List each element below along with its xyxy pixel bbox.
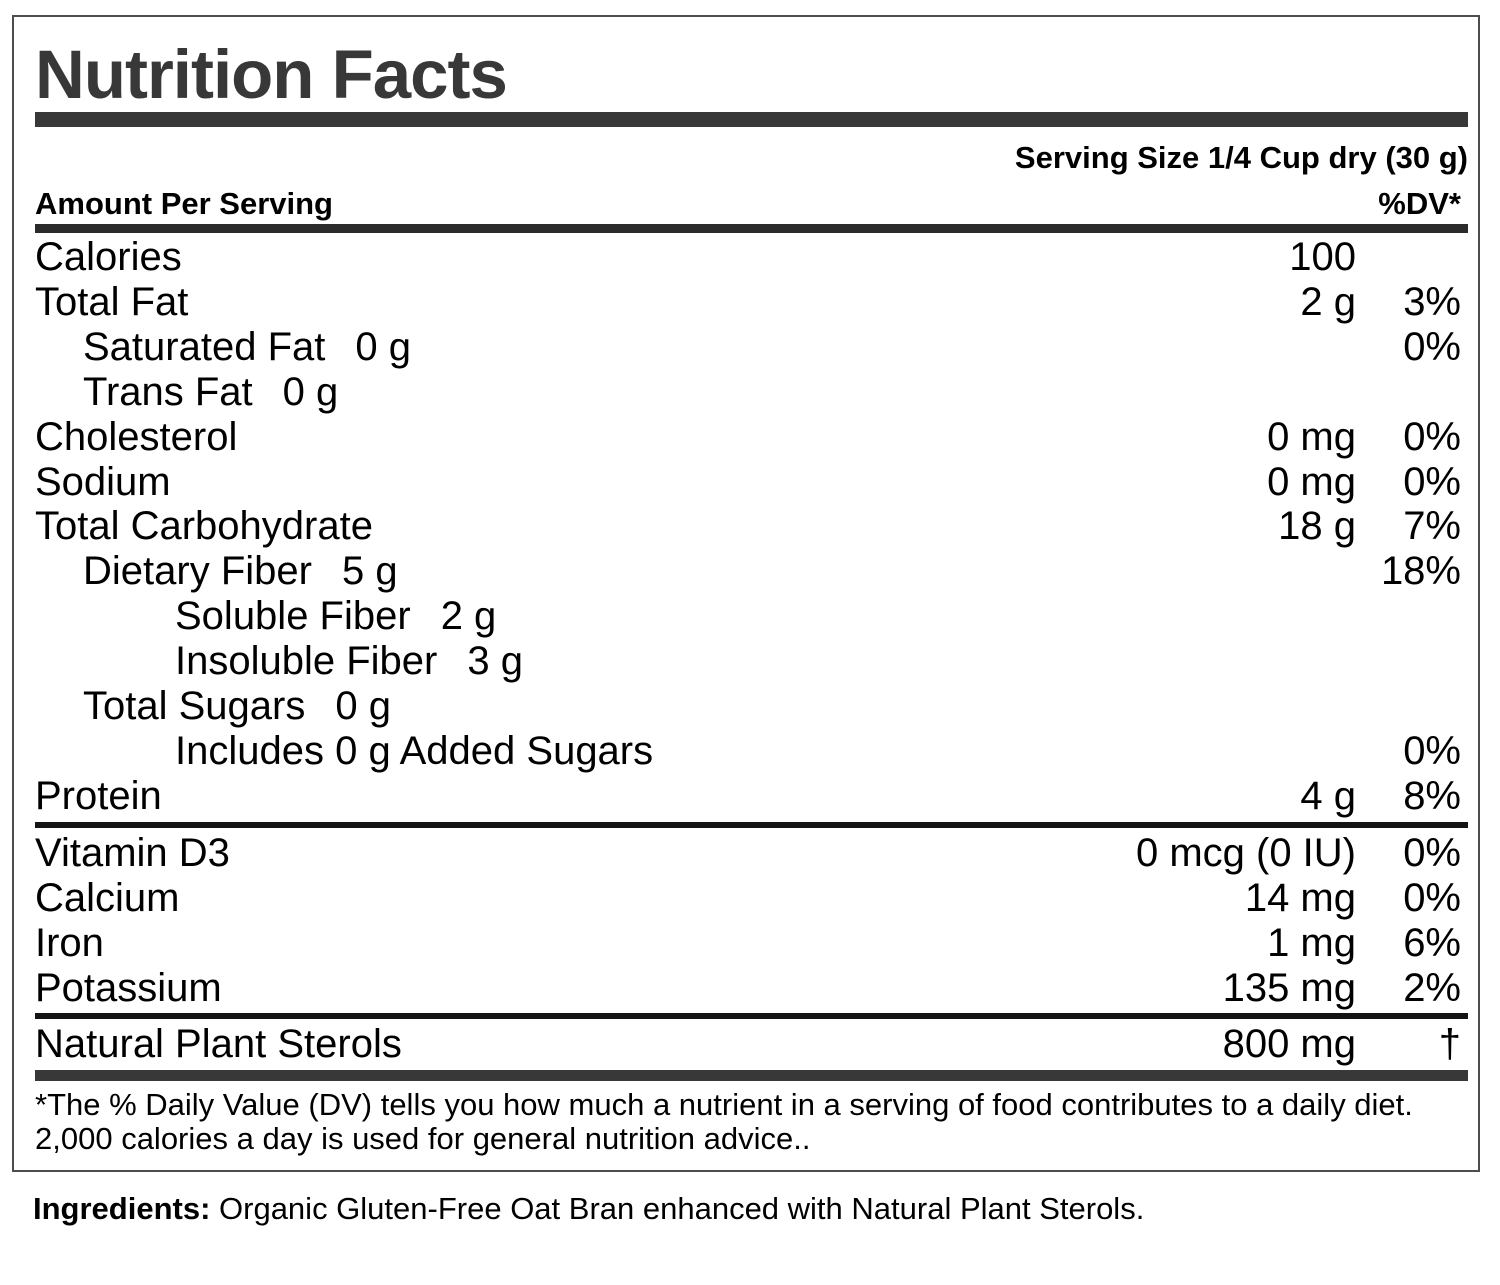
row-total-sugars: Total Sugars 0 g xyxy=(35,684,1468,729)
nutrient-rows: Calories 100 Total Fat 2 g 3% Saturated … xyxy=(35,235,1468,819)
nutrition-facts-label: Nutrition Facts Serving Size 1/4 Cup dry… xyxy=(12,15,1480,1172)
nutrient-name: Calcium xyxy=(35,875,180,920)
footnote-divider-bar xyxy=(35,1070,1468,1082)
nutrient-inline-amount: 0 g xyxy=(282,369,339,414)
row-protein: Protein 4 g 8% xyxy=(35,774,1468,819)
row-plant-sterols: Natural Plant Sterols 800 mg † xyxy=(35,1022,1468,1067)
nutrient-inline-amount: 0 g xyxy=(335,684,391,729)
column-header-row: Amount Per Serving %DV* xyxy=(35,187,1468,221)
nutrient-name: Trans Fat xyxy=(83,369,253,414)
row-sodium: Sodium 0 mg 0% xyxy=(35,460,1468,505)
nutrient-dv: 6% xyxy=(1403,920,1461,965)
nutrient-dv: 18% xyxy=(1380,549,1461,594)
nutrient-amount: 0 mg xyxy=(1267,414,1356,459)
nutrient-amount: 18 g xyxy=(1278,504,1356,549)
nutrient-name: Total Fat xyxy=(35,279,189,324)
serving-size-line: Serving Size 1/4 Cup dry (30 g) xyxy=(1014,140,1468,175)
nutrient-name: Total Carbohydrate xyxy=(35,504,373,549)
nutrient-name: Total Sugars xyxy=(83,684,306,729)
nutrient-name: Protein xyxy=(35,773,162,818)
nutrient-dv: 2% xyxy=(1403,965,1461,1010)
row-potassium: Potassium 135 mg 2% xyxy=(35,966,1468,1011)
nutrient-name: Insoluble Fiber xyxy=(175,639,438,684)
header-divider-bar xyxy=(35,224,1468,233)
amount-per-serving-header: Amount Per Serving xyxy=(35,186,333,221)
row-cholesterol: Cholesterol 0 mg 0% xyxy=(35,415,1468,460)
nutrient-name: Iron xyxy=(35,920,104,965)
nutrient-inline-amount: 3 g xyxy=(467,639,523,684)
nutrient-name: Calories xyxy=(35,235,182,279)
nutrient-amount: 0 mg xyxy=(1267,459,1356,504)
nutrient-amount: 14 mg xyxy=(1244,875,1356,920)
nutrient-dv: 8% xyxy=(1403,773,1461,818)
label-title: Nutrition Facts xyxy=(35,36,508,113)
nutrient-name: Soluble Fiber xyxy=(175,594,411,639)
nutrient-amount: 0 mcg (0 IU) xyxy=(1135,830,1356,875)
row-soluble-fiber: Soluble Fiber 2 g xyxy=(35,594,1468,639)
row-calcium: Calcium 14 mg 0% xyxy=(35,876,1468,921)
row-saturated-fat: Saturated Fat 0 g 0% xyxy=(35,325,1468,370)
nutrient-amount: 100 xyxy=(1289,235,1356,279)
daily-value-footnote: *The % Daily Value (DV) tells you how mu… xyxy=(35,1087,1413,1156)
nutrient-name: Cholesterol xyxy=(35,414,238,459)
nutrient-inline-amount: 5 g xyxy=(341,549,398,594)
nutrient-name: Vitamin D3 xyxy=(35,830,230,875)
nutrient-name: Saturated Fat xyxy=(83,324,326,369)
potassium-divider-bar xyxy=(35,1013,1468,1020)
row-vitamin-d3: Vitamin D3 0 mcg (0 IU) 0% xyxy=(35,831,1468,876)
title-divider-bar xyxy=(35,112,1468,127)
percent-dv-header: %DV* xyxy=(1378,186,1461,221)
nutrient-amount: 2 g xyxy=(1300,279,1356,324)
nutrient-dv: 0% xyxy=(1403,459,1461,504)
ingredients-label: Ingredients: xyxy=(33,1191,211,1226)
nutrient-name: Sodium xyxy=(35,459,171,504)
micronutrient-rows: Vitamin D3 0 mcg (0 IU) 0% Calcium 14 mg… xyxy=(35,831,1468,1011)
nutrient-dv: 0% xyxy=(1403,414,1461,459)
ingredients-line: Ingredients: Organic Gluten-Free Oat Bra… xyxy=(33,1192,1453,1226)
row-iron: Iron 1 mg 6% xyxy=(35,921,1468,966)
nutrient-dv: 0% xyxy=(1403,728,1461,773)
nutrient-dv: 0% xyxy=(1403,830,1461,875)
nutrient-inline-amount: 2 g xyxy=(440,594,497,639)
nutrient-name: Dietary Fiber xyxy=(83,549,312,594)
protein-divider-bar xyxy=(35,821,1468,828)
row-total-fat: Total Fat 2 g 3% xyxy=(35,280,1468,325)
nutrient-amount: 4 g xyxy=(1300,773,1356,818)
ingredients-text: Organic Gluten-Free Oat Bran enhanced wi… xyxy=(210,1191,1145,1226)
nutrient-name: Natural Plant Sterols xyxy=(35,1022,402,1067)
nutrient-amount: 800 mg xyxy=(1222,1022,1356,1067)
nutrient-amount: 1 mg xyxy=(1267,920,1356,965)
nutrient-dv-dagger: † xyxy=(1438,1022,1461,1067)
row-calories: Calories 100 xyxy=(35,235,1468,280)
nutrient-inline-amount: 0 g xyxy=(355,324,411,369)
row-insoluble-fiber: Insoluble Fiber 3 g xyxy=(35,639,1468,684)
row-trans-fat: Trans Fat 0 g xyxy=(35,370,1468,415)
nutrient-dv: 0% xyxy=(1403,875,1461,920)
nutrient-dv: 3% xyxy=(1403,279,1461,324)
row-added-sugars: Includes 0 g Added Sugars 0% xyxy=(35,729,1468,774)
row-total-carbohydrate: Total Carbohydrate 18 g 7% xyxy=(35,504,1468,549)
nutrient-name: Includes 0 g Added Sugars xyxy=(175,728,654,773)
nutrient-amount: 135 mg xyxy=(1222,965,1356,1010)
nutrient-name: Potassium xyxy=(35,965,222,1010)
nutrient-dv: 0% xyxy=(1403,324,1461,369)
row-dietary-fiber: Dietary Fiber 5 g 18% xyxy=(35,549,1468,594)
nutrient-dv: 7% xyxy=(1403,504,1461,549)
